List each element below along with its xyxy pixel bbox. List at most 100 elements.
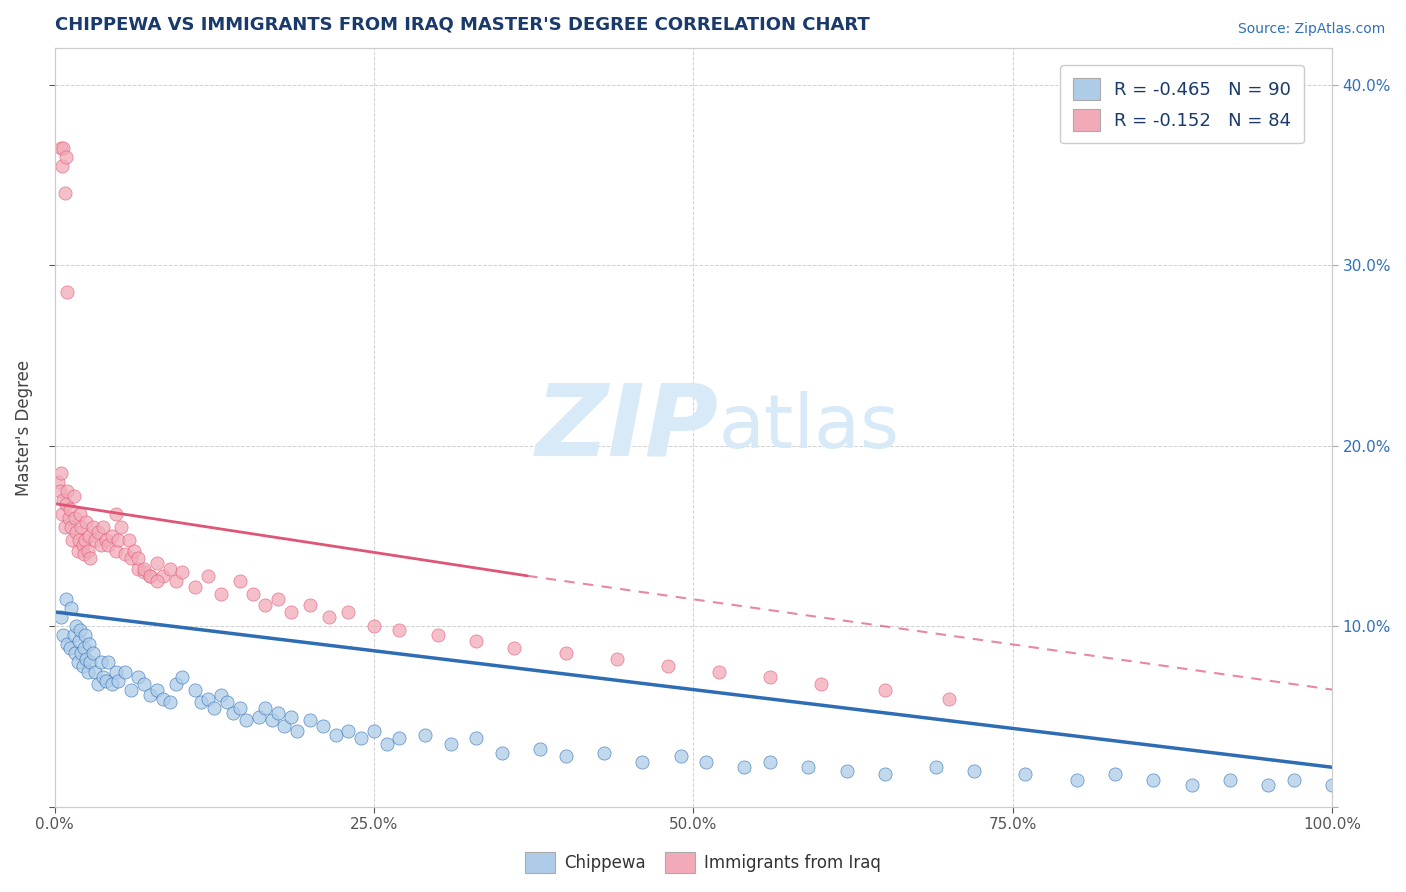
Point (56, 285, 79, 300)
Point (77, 529, 100, 543)
Point (759, 670, 782, 684)
Legend: R = -0.465   N = 90, R = -0.152   N = 84: R = -0.465 N = 90, R = -0.152 N = 84 (1060, 65, 1303, 144)
Point (52, 141, 75, 155)
Point (89, 656, 111, 670)
Point (114, 665, 136, 679)
Point (82, 520, 104, 534)
Point (48, 475, 70, 489)
Point (84, 665, 107, 679)
Text: CHIPPEWA VS IMMIGRANTS FROM IRAQ MASTER'S DEGREE CORRELATION CHART: CHIPPEWA VS IMMIGRANTS FROM IRAQ MASTER'… (55, 15, 869, 33)
Point (72, 659, 94, 673)
Point (1014, 767, 1036, 781)
Point (132, 677, 155, 691)
Point (172, 565, 194, 579)
Point (159, 695, 181, 709)
Point (695, 755, 717, 769)
Point (51, 508, 73, 522)
Point (59, 641, 82, 656)
Point (388, 623, 411, 637)
Point (79, 656, 101, 670)
Point (55, 592, 77, 607)
Point (350, 731, 373, 746)
Point (59, 502, 82, 516)
Point (254, 700, 277, 714)
Text: atlas: atlas (718, 392, 900, 464)
Point (91, 520, 114, 534)
Point (963, 764, 986, 778)
Point (184, 580, 207, 594)
Point (49, 141, 72, 155)
Point (117, 533, 139, 547)
Point (75, 652, 97, 666)
Point (87, 525, 110, 540)
Text: ZIP: ZIP (536, 379, 718, 476)
Point (49, 466, 72, 480)
Point (273, 719, 295, 733)
Point (127, 561, 149, 575)
Point (51, 159, 73, 173)
Point (631, 755, 654, 769)
Point (82, 647, 104, 661)
Point (120, 682, 142, 697)
Point (62, 628, 84, 642)
Point (145, 556, 167, 570)
Point (56, 637, 79, 651)
Point (247, 709, 270, 723)
Point (312, 719, 335, 733)
Point (554, 647, 576, 661)
Point (184, 682, 207, 697)
Point (72, 538, 94, 552)
Point (925, 760, 948, 774)
Point (209, 587, 232, 601)
Point (127, 670, 149, 684)
Point (127, 550, 149, 565)
Point (235, 714, 257, 728)
Point (280, 709, 302, 723)
Point (75, 533, 97, 547)
Point (413, 728, 436, 742)
Point (132, 565, 155, 579)
Point (1257, 778, 1279, 792)
Point (299, 598, 322, 612)
Point (835, 764, 858, 778)
Point (280, 605, 302, 619)
Point (101, 529, 124, 543)
Point (75, 628, 97, 642)
Point (554, 749, 576, 764)
Point (52, 492, 75, 507)
Point (145, 574, 167, 589)
Point (110, 520, 132, 534)
Point (733, 760, 755, 774)
Point (66, 656, 89, 670)
Point (114, 547, 136, 561)
Point (299, 714, 322, 728)
Point (89, 538, 111, 552)
Point (62, 489, 84, 503)
Point (267, 706, 290, 720)
Point (69, 508, 91, 522)
Point (104, 508, 127, 522)
Point (426, 628, 449, 642)
Point (375, 737, 398, 751)
Point (669, 749, 692, 764)
Point (48, 483, 70, 498)
Point (606, 652, 628, 666)
Point (70, 520, 93, 534)
Point (337, 724, 360, 739)
Point (1142, 772, 1164, 787)
Point (202, 700, 225, 714)
Point (94, 533, 117, 547)
Point (79, 550, 101, 565)
Point (707, 665, 730, 679)
Point (285, 724, 308, 739)
Point (77, 637, 100, 651)
Point (67, 533, 90, 547)
Point (104, 665, 127, 679)
Point (87, 677, 110, 691)
Point (97, 656, 120, 670)
Legend: Chippewa, Immigrants from Iraq: Chippewa, Immigrants from Iraq (519, 846, 887, 880)
Text: Source: ZipAtlas.com: Source: ZipAtlas.com (1237, 22, 1385, 37)
Point (165, 677, 187, 691)
Y-axis label: Master's Degree: Master's Degree (15, 359, 32, 496)
Point (62, 533, 84, 547)
